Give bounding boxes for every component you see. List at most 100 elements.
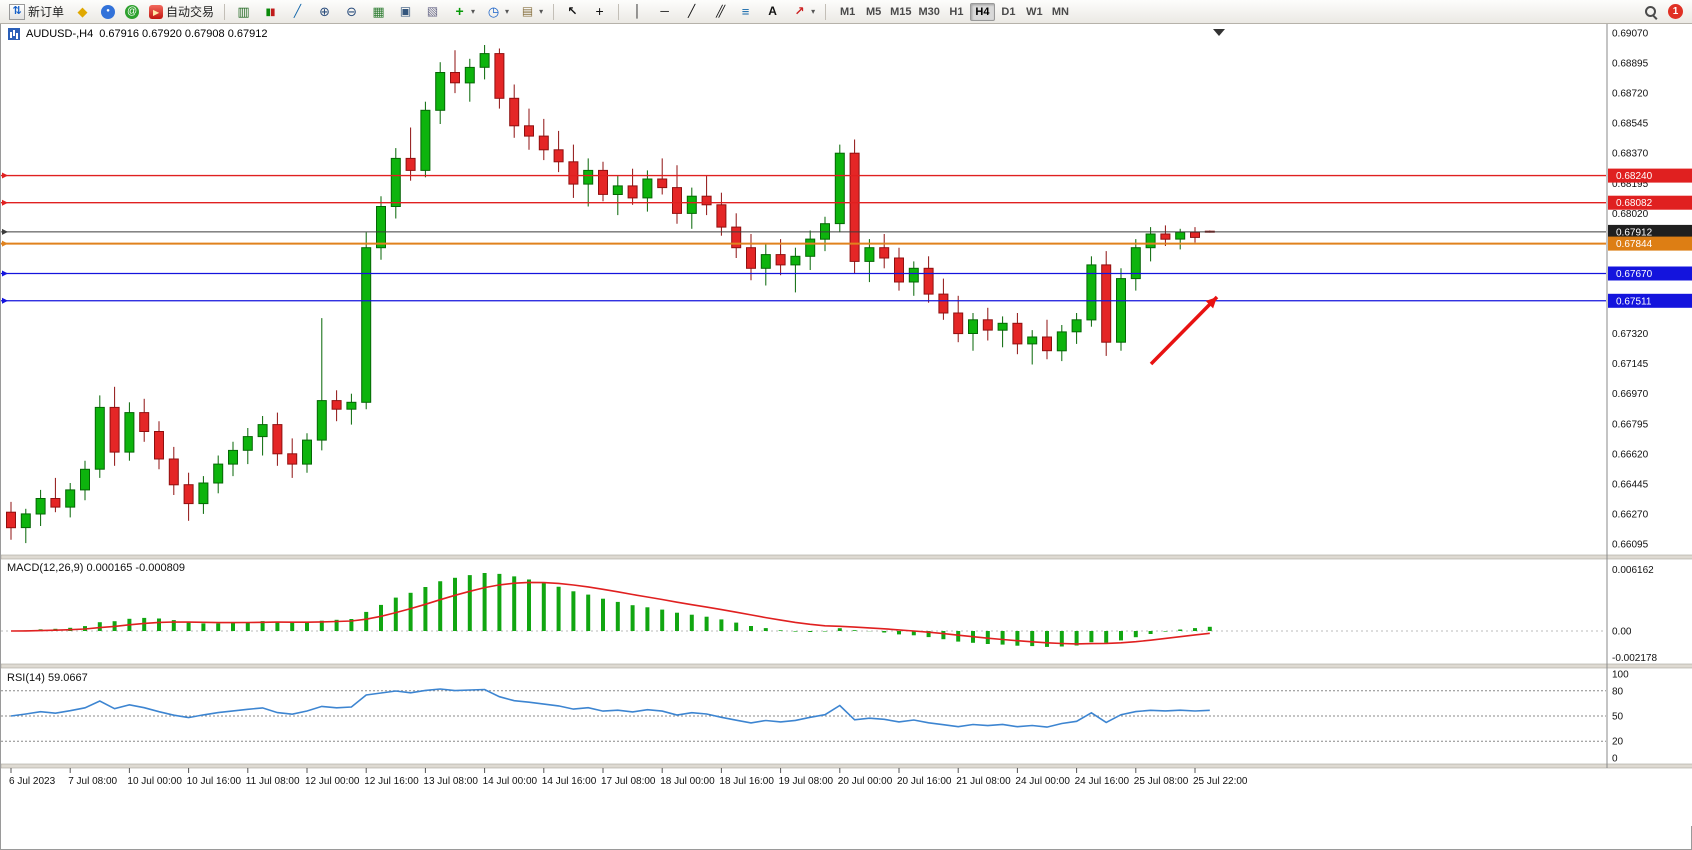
- trendline-button[interactable]: [679, 2, 704, 22]
- line-left-marker: [2, 270, 8, 277]
- candle-body: [686, 195, 697, 214]
- community-button[interactable]: [121, 2, 143, 22]
- price-tag: [1608, 236, 1692, 251]
- crosshair-button[interactable]: [587, 2, 612, 22]
- time-axis-label: 25 Jul 08:00: [1134, 776, 1189, 787]
- panel-separator[interactable]: [0, 663, 1692, 669]
- candle-body: [701, 195, 712, 206]
- candle-body: [420, 109, 431, 171]
- candle-body: [642, 178, 653, 199]
- timeframe-button-m5[interactable]: M5: [861, 3, 886, 21]
- panel-separator[interactable]: [0, 554, 1692, 560]
- price-tag-label: 0.67670: [1616, 269, 1653, 280]
- candle-body: [760, 254, 771, 269]
- candle-body: [1071, 319, 1082, 333]
- new-order-icon: [9, 3, 25, 20]
- fibonacci-button[interactable]: [733, 2, 758, 22]
- vertical-line-button[interactable]: [625, 2, 650, 22]
- chart-title-symbol: AUDUSD-,H4: [26, 28, 94, 40]
- time-axis-label: 19 Jul 08:00: [779, 776, 834, 787]
- candle-body: [1175, 231, 1186, 240]
- timeframe-button-mn[interactable]: MN: [1048, 3, 1073, 21]
- price-tag: [1608, 195, 1692, 210]
- arrows-icon: [791, 4, 808, 20]
- template-icon: [519, 4, 536, 20]
- chart-shift-marker[interactable]: [1213, 29, 1225, 36]
- line-left-marker: [2, 297, 8, 304]
- line-left-marker: [2, 240, 8, 247]
- timeframe-button-m15[interactable]: M15: [887, 3, 914, 21]
- market-button[interactable]: [97, 2, 119, 22]
- zoom-out-button[interactable]: [339, 2, 364, 22]
- trend-arrow-head: [1205, 297, 1217, 309]
- candle-body: [1116, 278, 1126, 343]
- candle-body: [1012, 322, 1023, 345]
- price-axis-label: 0.69070: [1612, 29, 1649, 40]
- candle-body: [894, 257, 904, 283]
- candle-body: [361, 247, 372, 403]
- candle-body: [746, 247, 756, 269]
- chart-title-ohlc: 0.67916 0.67920 0.67908 0.67912: [99, 28, 268, 40]
- rsi-label: RSI(14) 59.0667: [7, 672, 88, 684]
- text-button[interactable]: [760, 2, 785, 22]
- candle-body: [583, 169, 594, 185]
- chart-window-icon: [8, 28, 20, 40]
- toolbar-separator: [553, 3, 555, 20]
- toolbar-separator: [618, 3, 620, 20]
- tile-windows-button[interactable]: [366, 2, 391, 22]
- notification-badge[interactable]: 1: [1668, 4, 1683, 19]
- templates-button[interactable]: ▾: [515, 2, 547, 22]
- horizontal-line-button[interactable]: [652, 2, 677, 22]
- candle-body: [65, 489, 76, 508]
- timeframe-button-m30[interactable]: M30: [916, 3, 943, 21]
- price-tag-label: 0.68240: [1616, 171, 1653, 182]
- candle-body: [627, 185, 638, 199]
- time-axis-label: 18 Jul 00:00: [660, 776, 715, 787]
- price-axis-label: 0.68370: [1612, 149, 1649, 160]
- line-left-marker: [2, 228, 8, 235]
- candle-body: [849, 152, 860, 262]
- candle-body: [20, 513, 31, 529]
- time-axis-label: 24 Jul 00:00: [1015, 776, 1070, 787]
- panel-separator[interactable]: [0, 763, 1692, 769]
- indicators-button[interactable]: ▾: [447, 2, 479, 22]
- toolbar-separator: [825, 3, 827, 20]
- time-axis-label: 10 Jul 00:00: [127, 776, 182, 787]
- new-chart-button[interactable]: [393, 2, 418, 22]
- candle-body: [1160, 233, 1171, 240]
- profiles-button[interactable]: [420, 2, 445, 22]
- time-axis-label: 14 Jul 00:00: [483, 776, 538, 787]
- candle-body: [450, 72, 460, 84]
- zoom-in-button[interactable]: [312, 2, 337, 22]
- metaeditor-button[interactable]: [70, 2, 95, 22]
- line-chart-button[interactable]: [285, 2, 310, 22]
- timeframe-button-h4[interactable]: H4: [969, 2, 995, 21]
- timeframe-button-d1[interactable]: D1: [996, 3, 1021, 21]
- trend-arrow-annotation[interactable]: [1149, 295, 1219, 366]
- candle-body: [834, 152, 845, 225]
- timeframe-button-w1[interactable]: W1: [1022, 3, 1047, 21]
- timeframe-button-m1[interactable]: M1: [835, 3, 860, 21]
- search-button[interactable]: [1640, 2, 1662, 22]
- candle-body: [316, 400, 327, 441]
- price-axis-label: 0.66445: [1612, 479, 1649, 490]
- candle-body: [213, 463, 224, 484]
- vertical-line-icon: [629, 4, 646, 20]
- candle-body: [775, 254, 786, 266]
- arrows-button[interactable]: ▾: [787, 2, 819, 22]
- candlestick-chart-button[interactable]: [258, 2, 283, 22]
- channel-button[interactable]: [706, 2, 731, 22]
- chevron-down-icon: ▾: [539, 7, 544, 16]
- new-order-button[interactable]: 新订单: [5, 2, 68, 22]
- zoom-out-icon: [343, 4, 360, 20]
- bar-chart-button[interactable]: [231, 2, 256, 22]
- candle-body: [716, 204, 727, 228]
- cursor-button[interactable]: [560, 2, 585, 22]
- timeframe-button-h1[interactable]: H1: [944, 3, 969, 21]
- autotrading-button[interactable]: ▶ 自动交易: [145, 2, 218, 22]
- rsi-axis-label: 100: [1612, 670, 1629, 681]
- candle-body: [35, 498, 46, 515]
- periods-button[interactable]: ▾: [481, 2, 513, 22]
- bar-chart-icon: [235, 4, 252, 20]
- rsi-line: [10, 688, 1210, 728]
